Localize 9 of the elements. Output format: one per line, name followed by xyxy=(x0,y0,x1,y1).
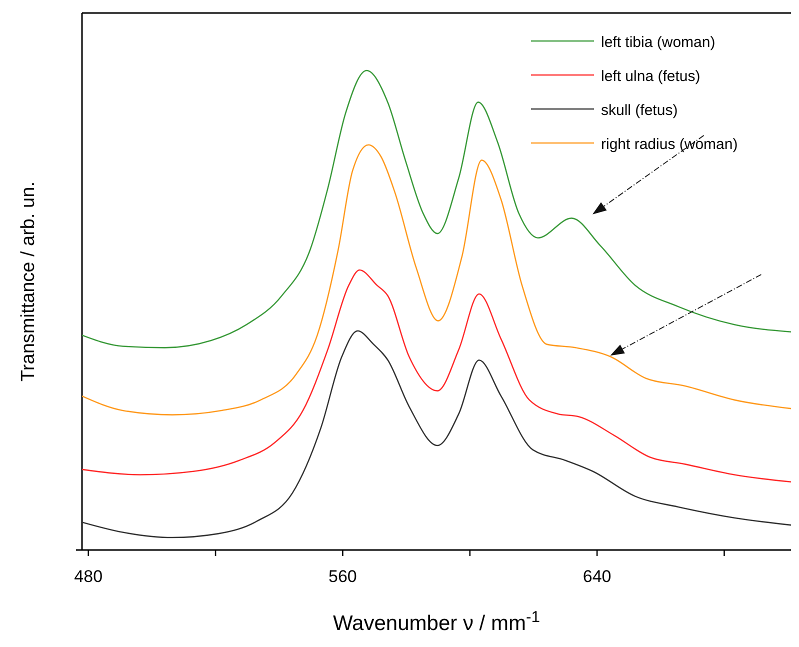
legend-label: left ulna (fetus) xyxy=(601,68,700,85)
legend-label: right radius (woman) xyxy=(601,136,738,153)
legend-label: skull (fetus) xyxy=(601,102,678,119)
x-tick-label: 480 xyxy=(74,567,103,586)
x-tick-label: 560 xyxy=(328,567,357,586)
x-tick-label: 640 xyxy=(582,567,612,586)
legend-label: left tibia (woman) xyxy=(601,34,716,51)
x-axis-title: Wavenumber ν / mm$^{-1}$ xyxy=(333,608,540,635)
y-axis-title: Transmittance / arb. un. xyxy=(18,182,39,382)
